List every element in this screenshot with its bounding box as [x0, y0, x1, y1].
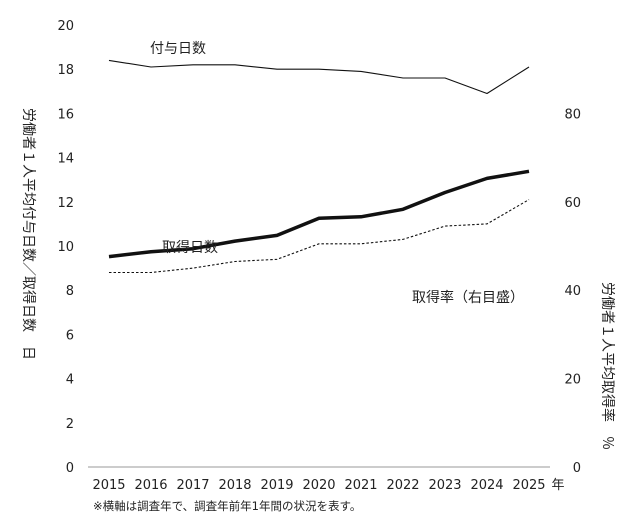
right-tick-label: 80 [564, 107, 581, 122]
x-axis-unit: 年 [551, 478, 564, 493]
left-tick-label: 20 [57, 19, 74, 34]
left-tick-label: 10 [57, 240, 74, 255]
right-tick-label: 40 [564, 284, 581, 299]
footnote: ※横軸は調査年で、調査年前年1年間の状況を表す。 [93, 499, 361, 513]
x-tick-label: 2025 [512, 478, 545, 493]
x-tick-label: 2021 [344, 478, 377, 493]
right-tick-label: 20 [564, 373, 581, 388]
left-tick-label: 2 [66, 417, 74, 432]
series-label-grant-days: 付与日数 [150, 41, 206, 57]
left-tick-label: 18 [57, 63, 74, 78]
x-tick-label: 2022 [386, 478, 419, 493]
x-tick-label: 2016 [134, 478, 167, 493]
left-tick-label: 16 [57, 107, 74, 122]
x-axis-ticks: 2015 2016 2017 2018 2019 2020 2021 2022 2023 2024… [92, 478, 545, 493]
right-tick-label: 60 [564, 196, 581, 211]
x-tick-label: 2017 [176, 478, 209, 493]
x-tick-label: 2024 [470, 478, 503, 493]
left-tick-label: 6 [66, 328, 74, 343]
series-layer [108, 59, 530, 274]
left-axis-ticks: 0 2 4 6 8 10 12 14 16 18 20 [57, 19, 74, 476]
left-tick-label: 12 [57, 196, 74, 211]
right-axis-ticks: 0 20 40 60 80 [564, 107, 581, 476]
left-tick-label: 4 [66, 373, 74, 388]
x-tick-label: 2018 [218, 478, 251, 493]
right-axis-label: 労働者１人平均取得率 ％ [599, 282, 616, 450]
x-tick-label: 2023 [428, 478, 461, 493]
series-line-0 [108, 59, 530, 95]
left-axis-label: 労働者１人平均付与日数／取得日数 日 [20, 108, 37, 360]
x-tick-label: 2020 [302, 478, 335, 493]
series-label-take-rate: 取得率（右目盛） [412, 289, 524, 306]
x-tick-label: 2015 [92, 478, 125, 493]
left-tick-label: 8 [66, 284, 74, 299]
left-tick-label: 14 [57, 152, 74, 167]
series-label-taken-days: 取得日数 [162, 239, 218, 256]
x-tick-label: 2019 [260, 478, 293, 493]
left-tick-label: 0 [66, 461, 74, 476]
right-tick-label: 0 [573, 461, 581, 476]
series-line-1 [109, 199, 530, 274]
